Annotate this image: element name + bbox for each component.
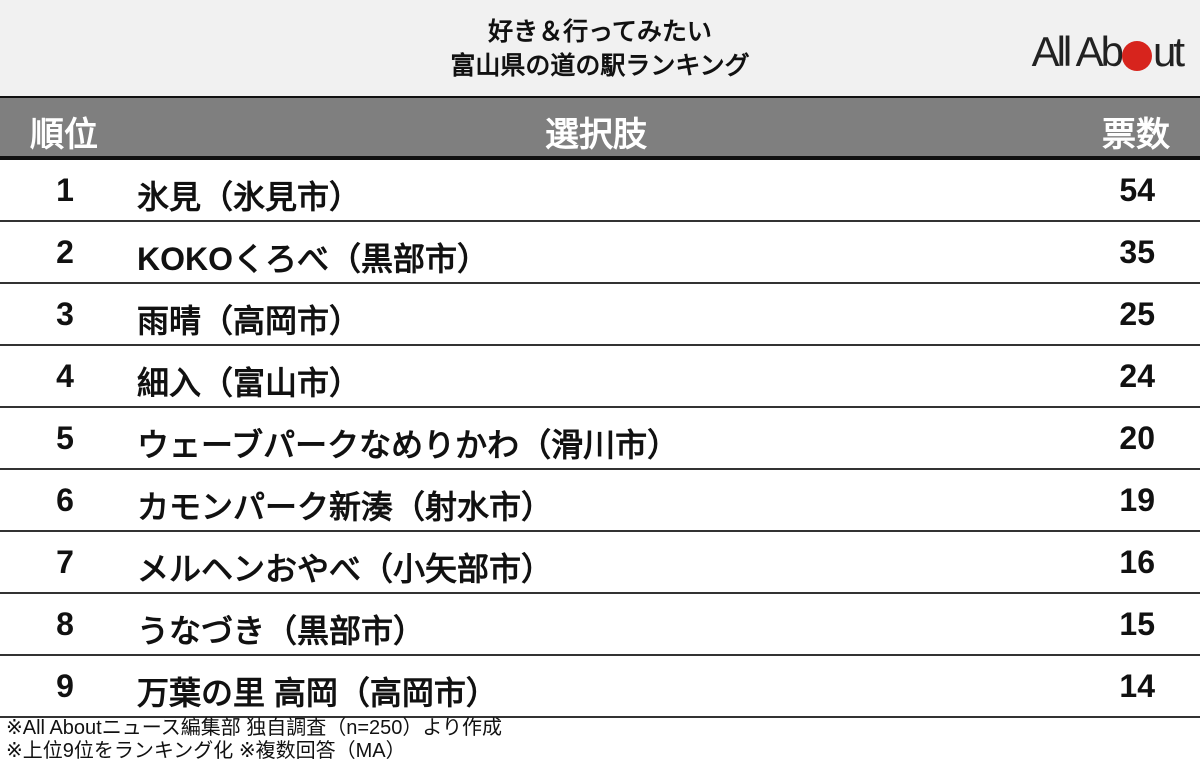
- footnotes: ※All Aboutニュース編集部 独自調査（n=250）より作成 ※上位9位を…: [6, 717, 502, 763]
- table-row: 5 ウェーブパークなめりかわ（滑川市） 20: [0, 408, 1200, 470]
- choice-cell: カモンパーク新湊（射水市）: [137, 489, 554, 525]
- table-row: 2 KOKOくろべ（黒部市） 35: [0, 222, 1200, 284]
- logo-text-left: All Ab: [1031, 28, 1124, 75]
- choice-cell: うなづき（黒部市）: [137, 613, 426, 649]
- votes-cell: 25: [1119, 296, 1155, 332]
- votes-cell: 15: [1119, 606, 1155, 642]
- rank-cell: 8: [56, 606, 74, 642]
- rank-cell: 3: [56, 296, 74, 332]
- title-banner: 好き＆行ってみたい 富山県の道の駅ランキング All Ab ut: [0, 0, 1200, 98]
- votes-cell: 16: [1119, 544, 1155, 580]
- title-line-2: 富山県の道の駅ランキング: [450, 52, 750, 80]
- choice-cell: KOKOくろべ（黒部市）: [137, 241, 490, 277]
- votes-cell: 24: [1119, 358, 1155, 394]
- title-line-1: 好き＆行ってみたい: [488, 18, 712, 46]
- rank-cell: 7: [56, 544, 74, 580]
- page-title: 好き＆行ってみたい 富山県の道の駅ランキング: [0, 15, 1200, 83]
- choice-cell: 雨晴（高岡市）: [137, 303, 362, 339]
- ranking-table-body: 1 氷見（氷見市） 54 2 KOKOくろべ（黒部市） 35 3 雨晴（高岡市） 25 4 細入（富…: [0, 160, 1200, 718]
- logo-red-dot: [1121, 41, 1152, 71]
- rank-cell: 5: [56, 420, 74, 456]
- choice-cell: 万葉の里 高岡（高岡市）: [137, 675, 498, 711]
- logo-text-right: ut: [1152, 28, 1185, 75]
- rank-cell: 4: [56, 358, 74, 394]
- votes-cell: 35: [1119, 234, 1155, 270]
- votes-cell: 54: [1119, 172, 1155, 208]
- votes-cell: 19: [1119, 482, 1155, 518]
- choice-cell: メルヘンおやべ（小矢部市）: [137, 551, 554, 587]
- table-row: 8 うなづき（黒部市） 15: [0, 594, 1200, 656]
- column-header-choice: 選択肢: [545, 116, 647, 154]
- rank-cell: 6: [56, 482, 74, 518]
- votes-cell: 20: [1119, 420, 1155, 456]
- table-header: 順位 選択肢 票数: [0, 98, 1200, 160]
- allabout-logo: All Ab ut: [1031, 28, 1185, 76]
- rank-cell: 2: [56, 234, 74, 270]
- footnote-method: ※上位9位をランキング化 ※複数回答（MA）: [6, 740, 406, 762]
- rank-cell: 9: [56, 668, 74, 704]
- table-row: 6 カモンパーク新湊（射水市） 19: [0, 470, 1200, 532]
- choice-cell: 氷見（氷見市）: [137, 179, 362, 215]
- footnote-source: ※All Aboutニュース編集部 独自調査（n=250）より作成: [6, 717, 503, 739]
- column-header-rank: 順位: [30, 116, 98, 154]
- table-row: 4 細入（富山市） 24: [0, 346, 1200, 408]
- choice-cell: 細入（富山市）: [137, 365, 362, 401]
- choice-cell: ウェーブパークなめりかわ（滑川市）: [137, 427, 680, 463]
- table-row: 1 氷見（氷見市） 54: [0, 160, 1200, 222]
- table-row: 9 万葉の里 高岡（高岡市） 14: [0, 656, 1200, 718]
- rank-cell: 1: [56, 172, 74, 208]
- column-header-votes: 票数: [1102, 116, 1170, 154]
- table-row: 7 メルヘンおやべ（小矢部市） 16: [0, 532, 1200, 594]
- table-row: 3 雨晴（高岡市） 25: [0, 284, 1200, 346]
- votes-cell: 14: [1119, 668, 1155, 704]
